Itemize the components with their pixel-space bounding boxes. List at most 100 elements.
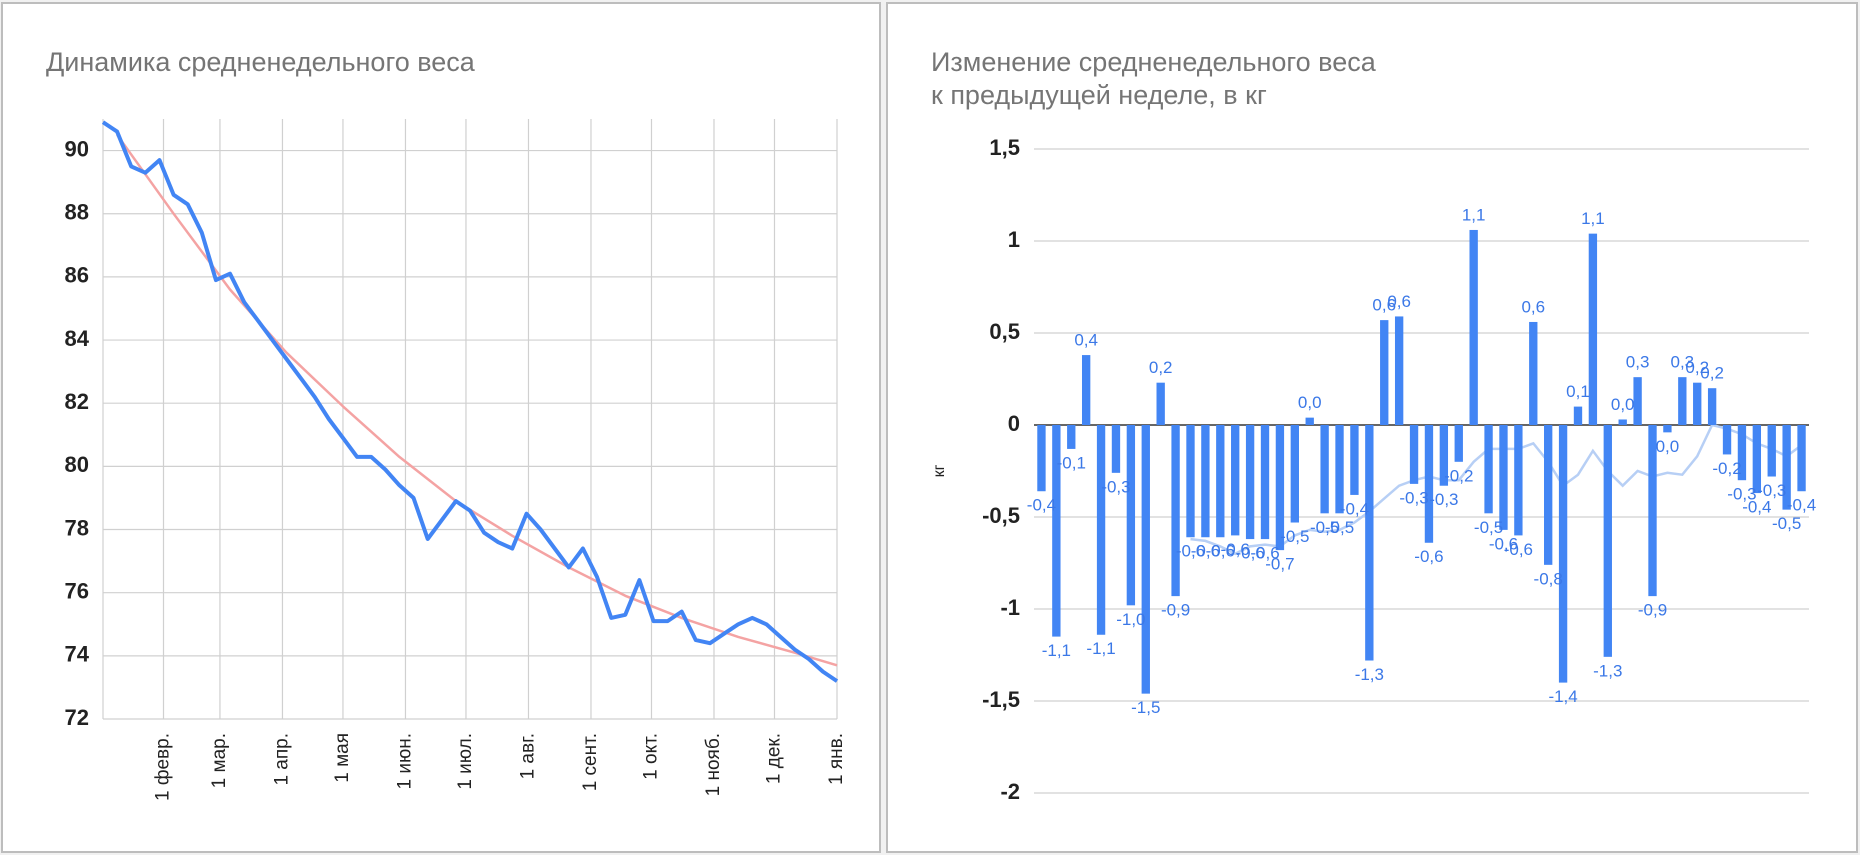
x-tick-label: 1 мар. xyxy=(209,733,230,788)
x-tick-label: 1 апр. xyxy=(271,733,292,786)
data-label: -1,3 xyxy=(1593,661,1622,680)
left-panel xyxy=(1,2,881,853)
bar xyxy=(1797,425,1806,492)
y-tick-label: 0 xyxy=(1008,411,1020,436)
data-label: -0,4 xyxy=(1027,496,1056,515)
data-label: 0,6 xyxy=(1387,292,1411,311)
y-tick-label: 74 xyxy=(65,642,90,667)
bar xyxy=(1558,425,1568,683)
bar xyxy=(1394,316,1404,425)
y-axis-label: кг xyxy=(931,464,948,477)
data-label: -0,6 xyxy=(1504,540,1533,559)
x-tick-label: 1 июл. xyxy=(455,733,476,790)
data-label: 0,0 xyxy=(1611,395,1635,414)
x-tick-label: 1 июн. xyxy=(394,733,415,789)
bar xyxy=(1737,425,1747,481)
data-label: -1,1 xyxy=(1086,639,1115,658)
y-tick-label: -2 xyxy=(1000,779,1020,804)
bar xyxy=(1111,425,1121,473)
chart-subtitle: к предыдущей неделе, в кг xyxy=(931,80,1267,110)
data-label: -0,1 xyxy=(1057,453,1086,472)
data-label: 0,2 xyxy=(1700,364,1724,383)
x-tick-label: 1 дек. xyxy=(764,733,785,784)
bar xyxy=(1260,425,1270,540)
data-label: -0,5 xyxy=(1474,518,1503,537)
bar xyxy=(1633,377,1642,425)
data-label: -0,5 xyxy=(1280,527,1309,546)
y-tick-label: 72 xyxy=(65,705,89,730)
data-label: 0,6 xyxy=(1521,297,1545,316)
bar xyxy=(1201,425,1210,538)
bar xyxy=(1231,425,1240,536)
data-label: -0,7 xyxy=(1265,555,1294,574)
data-label: -0,9 xyxy=(1638,601,1667,620)
x-tick-label: 1 мая xyxy=(332,733,353,783)
x-tick-label: 1 сент. xyxy=(580,733,601,791)
data-label: 0,2 xyxy=(1149,358,1173,377)
bar xyxy=(1722,425,1732,455)
weight-line xyxy=(101,120,839,683)
data-label: -0,6 xyxy=(1176,542,1205,561)
data-label: 0,0 xyxy=(1298,393,1322,412)
bar xyxy=(1782,425,1791,510)
x-tick-label: 1 окт. xyxy=(640,733,661,780)
y-tick-label: 1 xyxy=(1008,227,1020,252)
data-label: 0,6 xyxy=(1372,296,1396,315)
y-tick-label: 80 xyxy=(65,452,89,477)
data-label: -0,3 xyxy=(1399,488,1428,507)
chart-title: Изменение средненедельного веса xyxy=(931,47,1377,77)
bar xyxy=(1126,425,1136,606)
bar xyxy=(1752,425,1762,494)
data-label: 0,3 xyxy=(1626,353,1650,372)
data-label: -0,6 xyxy=(1206,542,1235,561)
bar xyxy=(1544,425,1553,565)
data-label: -1,3 xyxy=(1355,665,1384,684)
bar xyxy=(1678,377,1687,425)
y-tick-label: 1,5 xyxy=(989,135,1020,160)
bar xyxy=(1707,388,1717,425)
data-label: -1,1 xyxy=(1042,641,1071,660)
data-label: -0,3 xyxy=(1727,485,1756,504)
data-label: -0,3 xyxy=(1757,481,1786,500)
bar xyxy=(1186,425,1195,538)
bar xyxy=(1067,425,1076,449)
y-tick-label: 88 xyxy=(65,200,89,225)
data-label: 0,3 xyxy=(1670,353,1694,372)
bar xyxy=(1156,382,1165,425)
bar xyxy=(1081,355,1091,425)
moving-average-line xyxy=(1190,423,1803,556)
data-label: 0,4 xyxy=(1074,331,1098,350)
y-tick-label: 0,5 xyxy=(989,319,1020,344)
bar xyxy=(1037,425,1046,492)
data-label: -0,5 xyxy=(1772,514,1801,533)
bar xyxy=(1424,425,1434,543)
data-label: -0,4 xyxy=(1340,499,1369,518)
data-label: -1,4 xyxy=(1548,687,1577,706)
data-label: -0,5 xyxy=(1310,518,1339,537)
x-tick-label: 1 янв. xyxy=(826,733,847,785)
bar xyxy=(1365,425,1374,661)
bar xyxy=(1245,425,1255,540)
data-label: -0,5 xyxy=(1325,518,1354,537)
data-label: -0,6 xyxy=(1489,534,1518,553)
data-label: 1,1 xyxy=(1581,209,1605,228)
bar xyxy=(1305,417,1314,425)
bar xyxy=(1454,425,1463,462)
bar xyxy=(1663,425,1672,433)
bar xyxy=(1484,425,1493,514)
bar xyxy=(1290,425,1299,523)
bar xyxy=(1588,233,1598,425)
bar xyxy=(1380,320,1389,425)
x-tick-label: 1 авг. xyxy=(517,733,538,779)
bar xyxy=(1052,425,1061,637)
data-label: 0,0 xyxy=(1656,437,1680,456)
data-label: -0,6 xyxy=(1250,544,1279,563)
bar xyxy=(1171,425,1180,597)
bar xyxy=(1409,425,1419,484)
bar xyxy=(1529,321,1538,425)
chart-title: Динамика средненедельного веса xyxy=(46,47,476,77)
bar xyxy=(1335,425,1344,514)
bar xyxy=(1573,406,1583,425)
bar xyxy=(1767,425,1776,477)
